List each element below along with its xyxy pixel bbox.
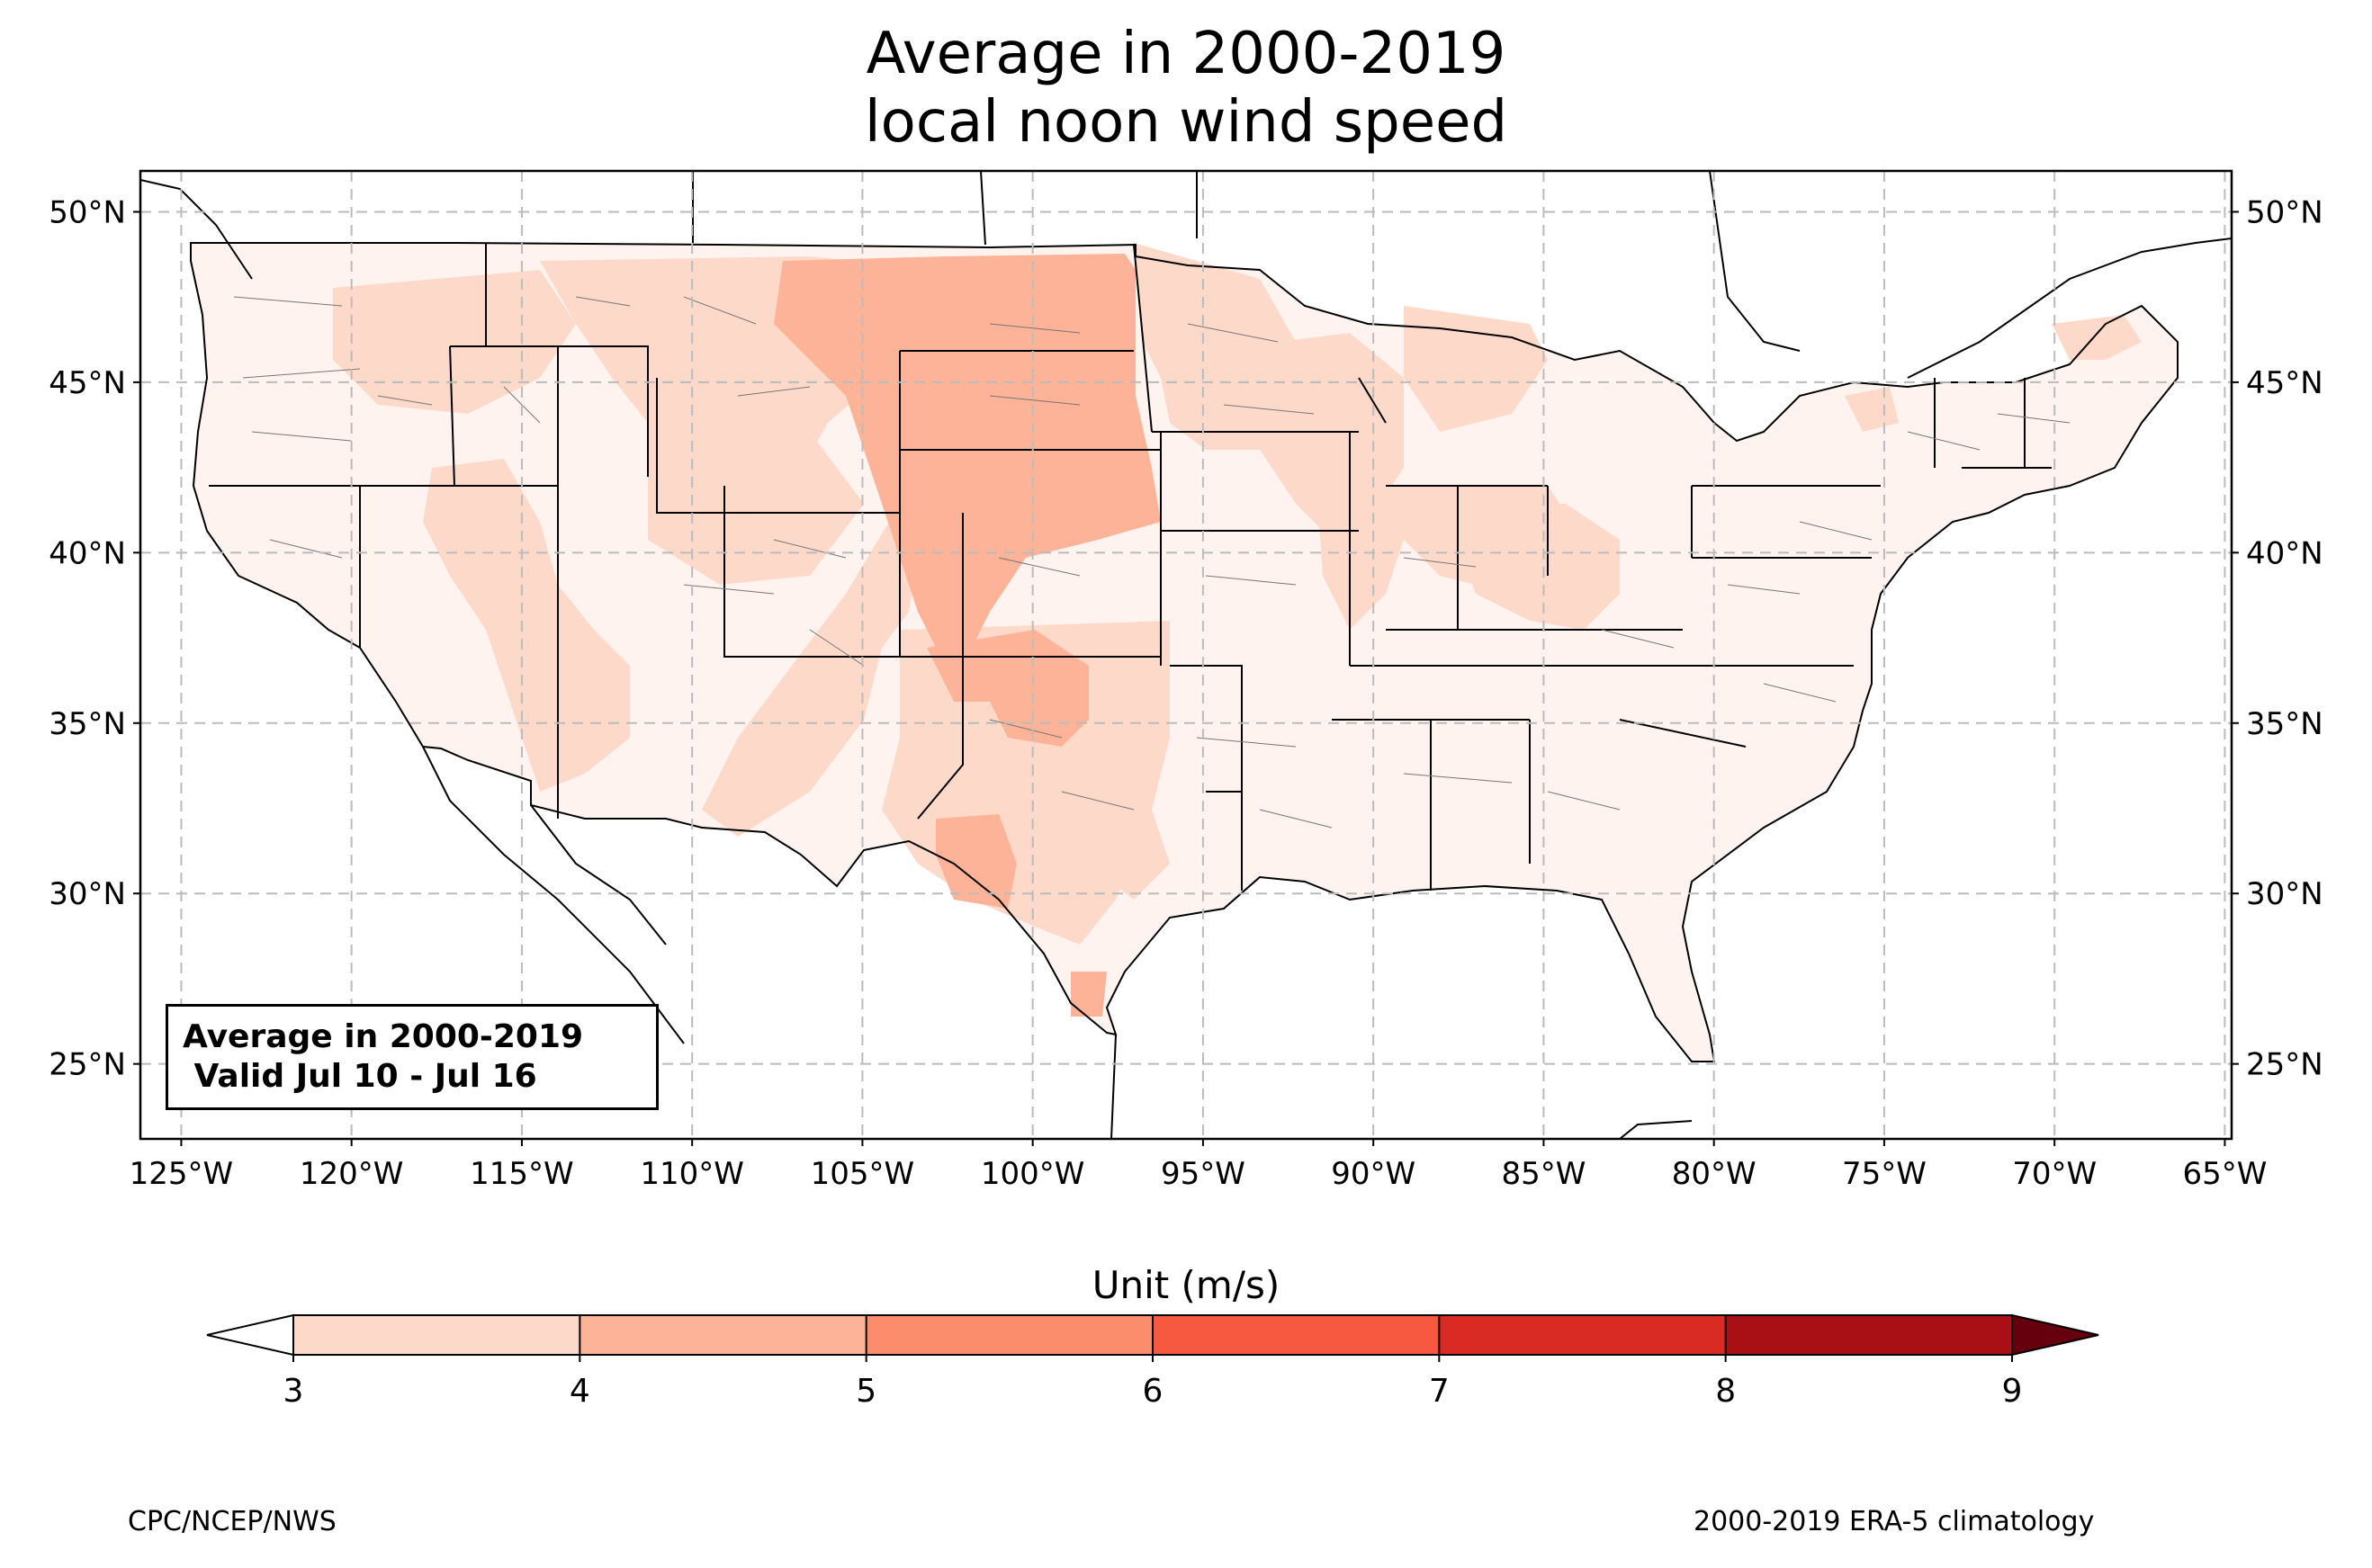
colorbar-over-arrow [2011, 1313, 2099, 1357]
colorbar-segment [1439, 1315, 1727, 1355]
lon-tick-label: 105°W [811, 1156, 915, 1192]
latitude-labels-left: 50°N 45°N 40°N 35°N 30°N 25°N [49, 194, 140, 1083]
longitude-labels: 125°W 120°W 115°W 110°W 105°W 100°W 95°W 90°W 85… [130, 1139, 2267, 1192]
lon-tick-label: 80°W [1672, 1156, 1757, 1192]
colorbar-tick-label: 5 [856, 1373, 876, 1410]
lon-tick-label: 125°W [130, 1156, 234, 1192]
colorbar-tick-label: 4 [570, 1373, 590, 1410]
wind-level-4-5 [774, 254, 1161, 1017]
lon-tick-label: 85°W [1501, 1156, 1586, 1192]
lon-tick-label: 120°W [300, 1156, 404, 1192]
lon-tick-label: 115°W [470, 1156, 574, 1192]
colorbar-segment [866, 1315, 1154, 1355]
lat-tick-label-left: 35°N [49, 706, 126, 742]
lon-tick-label: 110°W [640, 1156, 744, 1192]
lat-tick-label-right: 40°N [2246, 535, 2323, 571]
footer-climatology: 2000-2019 ERA-5 climatology [1694, 1506, 2095, 1537]
colorbar: 3 4 5 6 7 8 9 [206, 1313, 2099, 1410]
lat-tick-label-left: 25°N [49, 1047, 126, 1083]
lon-tick-label: 100°W [981, 1156, 1085, 1192]
chart-title-line2: local noon wind speed [864, 89, 1508, 156]
colorbar-segment [293, 1315, 580, 1355]
colorbar-segment [580, 1315, 867, 1355]
colorbar-tick-label: 9 [2002, 1373, 2023, 1410]
map-content [140, 171, 2232, 1139]
colorbar-tick-label: 7 [1429, 1373, 1450, 1410]
map-frame [139, 169, 2233, 1141]
lon-tick-label: 95°W [1161, 1156, 1245, 1192]
lat-tick-label-left: 50°N [49, 194, 126, 230]
colorbar-tick-label: 3 [283, 1373, 304, 1410]
colorbar-tick-label: 8 [1715, 1373, 1736, 1410]
lon-tick-label: 70°W [2012, 1156, 2097, 1192]
lat-tick-label-right: 35°N [2246, 706, 2323, 742]
colorbar-segment [1153, 1315, 1440, 1355]
lat-tick-label-left: 45°N [49, 365, 126, 401]
colorbar-under-arrow [206, 1313, 294, 1357]
info-box-line1: Average in 2000-2019 [183, 1018, 584, 1055]
division-lines [233, 296, 2071, 829]
lat-tick-label-left: 30°N [49, 876, 126, 912]
lat-tick-label-right: 30°N [2246, 876, 2323, 912]
lat-tick-label-right: 50°N [2246, 194, 2323, 230]
colorbar-unit-label: Unit (m/s) [1092, 1263, 1280, 1307]
chart-title-line1: Average in 2000-2019 [866, 21, 1506, 87]
lon-tick-label: 65°W [2182, 1156, 2267, 1192]
lat-tick-label-right: 45°N [2246, 365, 2323, 401]
info-box-line2: Valid Jul 10 - Jul 16 [183, 1058, 537, 1095]
latitude-labels-right: 50°N 45°N 40°N 35°N 30°N 25°N [2232, 194, 2323, 1083]
map-boundaries [140, 171, 2232, 1139]
lat-tick-label-right: 25°N [2246, 1047, 2323, 1083]
footer-source: CPC/NCEP/NWS [128, 1506, 337, 1537]
lon-tick-label: 90°W [1331, 1156, 1415, 1192]
info-box: Average in 2000-2019 Valid Jul 10 - Jul … [166, 1004, 659, 1110]
lat-tick-label-left: 40°N [49, 535, 126, 571]
colorbar-tick-label: 6 [1143, 1373, 1164, 1410]
lon-tick-label: 75°W [1842, 1156, 1927, 1192]
colorbar-segment [1725, 1315, 2013, 1355]
